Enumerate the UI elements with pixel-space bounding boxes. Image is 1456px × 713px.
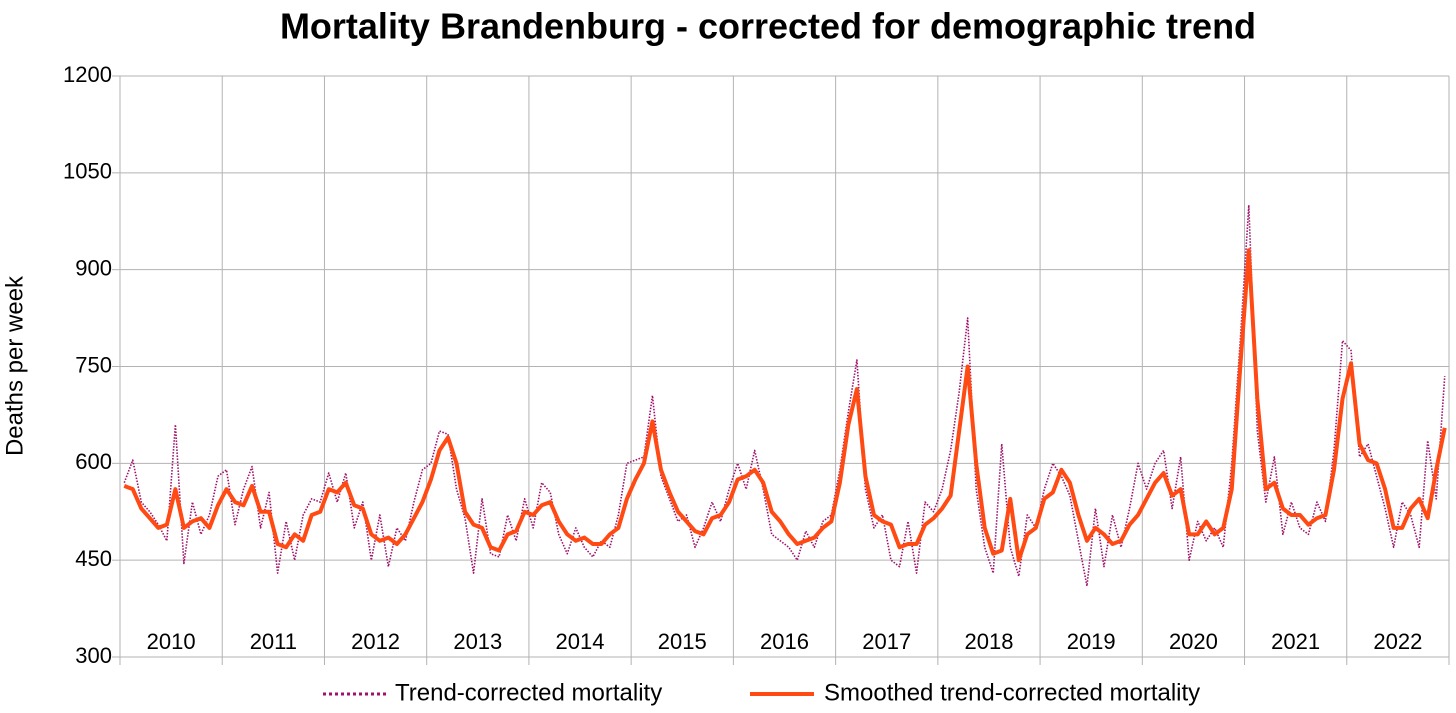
y-tick-label: 900 [75, 255, 112, 280]
labels: 300 450 600 750 900 1050 1200 2010 2011 2012 2013 2… [63, 62, 1422, 668]
x-tick-label: 2017 [862, 629, 911, 654]
x-tick-label: 2018 [964, 629, 1013, 654]
x-tick-label: 2013 [453, 629, 502, 654]
x-tick-label: 2021 [1271, 629, 1320, 654]
x-tick-label: 2016 [760, 629, 809, 654]
x-tick-label: 2020 [1169, 629, 1218, 654]
y-tick-label: 600 [75, 449, 112, 474]
plot-lines [123, 204, 1447, 587]
y-tick-label: 300 [75, 643, 112, 668]
data-line [123, 204, 1446, 587]
grid [112, 75, 1450, 665]
x-tick-label: 2019 [1067, 629, 1116, 654]
x-tick-label: 2014 [556, 629, 605, 654]
legend-label: Smoothed trend-corrected mortality [824, 679, 1200, 706]
x-tick-label: 2022 [1373, 629, 1422, 654]
y-tick-label: 1050 [63, 159, 112, 184]
legend: Trend-corrected mortality Smoothed trend-… [323, 679, 1200, 706]
y-tick-label: 750 [75, 352, 112, 377]
y-axis-label: Deaths per week [1, 275, 28, 456]
x-tick-label: 2012 [351, 629, 400, 654]
legend-label: Trend-corrected mortality [395, 679, 662, 706]
chart-title: Mortality Brandenburg - corrected for de… [280, 6, 1256, 47]
x-tick-label: 2011 [250, 629, 297, 654]
data-line [123, 248, 1447, 563]
y-tick-label: 1200 [63, 62, 112, 87]
y-tick-label: 450 [75, 546, 112, 571]
x-tick-label: 2015 [658, 629, 707, 654]
x-tick-label: 2010 [147, 629, 196, 654]
